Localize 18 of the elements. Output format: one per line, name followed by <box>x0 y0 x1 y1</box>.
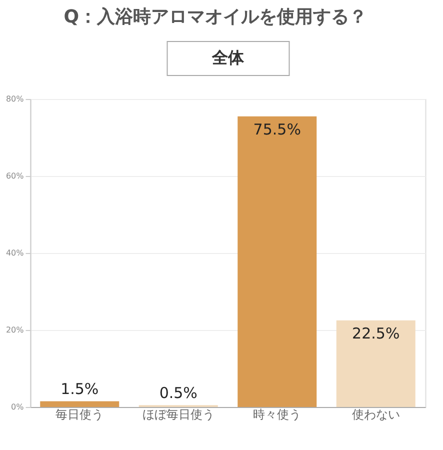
data-label: 1.5% <box>60 380 99 398</box>
y-tick-label: 60% <box>6 172 24 180</box>
chart-title: Q：入浴時アロマオイルを使用する？ <box>64 6 368 28</box>
x-tick-label: 使わない <box>352 408 400 422</box>
x-tick-label: 毎日使う <box>56 408 104 422</box>
y-tick-label: 40% <box>6 248 24 258</box>
chart-subtitle: 全体 <box>210 48 245 67</box>
y-tick-label: 0% <box>11 402 24 412</box>
y-tick-label: 80% <box>6 94 24 104</box>
data-label: 0.5% <box>159 384 198 402</box>
x-tick-label: ほぼ毎日使う <box>142 408 214 422</box>
x-tick-label: 時々使う <box>253 408 302 422</box>
data-label: 22.5% <box>352 324 400 342</box>
y-tick-label: 20% <box>6 326 24 334</box>
bar <box>40 401 120 407</box>
bar <box>238 116 317 407</box>
bar <box>336 320 416 407</box>
data-label: 75.5% <box>253 120 301 138</box>
